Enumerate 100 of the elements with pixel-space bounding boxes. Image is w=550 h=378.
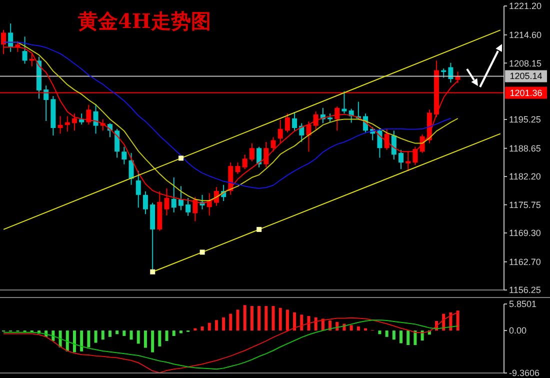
y-tick-label: 1214.60 [509,30,542,40]
point [150,269,156,274]
bar [222,317,226,331]
candlestick [178,186,184,211]
candlestick [122,146,127,165]
y-tick-label: 1169.30 [509,228,541,238]
bar [385,330,388,337]
candlestick [186,197,191,216]
bar [130,330,133,340]
bar [314,317,318,331]
y-tick-label: 1156.25 [509,285,541,296]
candlestick [342,90,347,114]
line-series [3,312,458,373]
candlestick [284,113,290,133]
candlestick [264,141,269,168]
y-tick-label: 1195.25 [509,114,541,125]
bar [356,326,360,331]
bar [158,330,162,346]
candlestick [64,116,70,132]
bar [116,330,119,334]
candlestick [235,162,240,174]
candlestick [412,146,418,166]
bar [414,330,417,346]
bar [80,330,84,352]
candlestick [377,128,382,158]
bar [278,308,282,331]
bar [165,330,168,341]
bar [272,306,275,331]
bar [293,312,296,331]
point [200,250,205,255]
bar [179,330,182,334]
bar [136,330,140,344]
bar [264,306,268,331]
y-tick-label: 5.8501 [509,299,537,310]
ref-line-label: 1201.36 [510,88,542,98]
candlestick [242,154,248,170]
line-series [3,320,458,370]
candlestick [249,142,254,162]
candlestick [334,106,340,132]
bar [406,330,410,346]
bar [151,330,154,352]
y-tick-label: 1221.20 [509,1,542,12]
bar [200,326,204,331]
candlestick [278,119,283,144]
ref-line-label: 1205.14 [510,71,542,82]
candlestick [44,85,49,122]
chart-title: 黄金4H走势图 [78,8,211,35]
bar [214,320,218,331]
candlestick [256,146,262,168]
candlestick [270,136,276,152]
candlestick [58,116,63,134]
bar [420,330,424,341]
bar [300,314,304,331]
bar [286,310,289,331]
point [178,156,184,161]
bar [250,306,254,331]
bar [456,310,460,331]
candlestick [8,22,14,52]
bar [258,306,261,331]
y-tick-label: 1188.65 [509,144,541,154]
candlestick [86,104,92,125]
candlestick [171,176,176,213]
bar [378,330,382,334]
candlestick [72,113,77,132]
candlestick [114,128,120,158]
point [256,226,262,232]
bar [236,310,240,331]
candlestick [391,130,396,160]
bar [87,330,90,348]
bar [229,314,232,331]
bar [101,330,104,340]
candlestick [313,110,318,130]
candlestick [136,170,141,208]
candlestick [406,151,411,172]
y-tick-label: 1175.75 [509,200,541,210]
candlestick [292,112,298,132]
bar [172,330,176,336]
bar [400,330,403,344]
bar [72,330,76,352]
candlestick [22,36,28,64]
candlestick [142,190,148,215]
candlestick [384,128,390,150]
bar [122,330,126,336]
bar [108,330,112,337]
y-tick-label: 1182.20 [509,172,541,182]
bar [208,322,211,331]
y-tick-label: 0.00 [509,326,527,336]
bar [392,330,396,340]
bar [144,330,147,348]
bar [350,325,353,331]
y-tick-label: 1162.70 [509,256,541,267]
candlestick [128,152,134,186]
bar [307,316,310,331]
bar [94,330,98,343]
bar [243,305,246,331]
y-tick-label: 1208.15 [509,58,542,68]
candlestick [79,113,84,125]
y-tick-label: -9.3606 [509,368,540,378]
candlestick [398,149,404,170]
candlestick [93,103,98,134]
